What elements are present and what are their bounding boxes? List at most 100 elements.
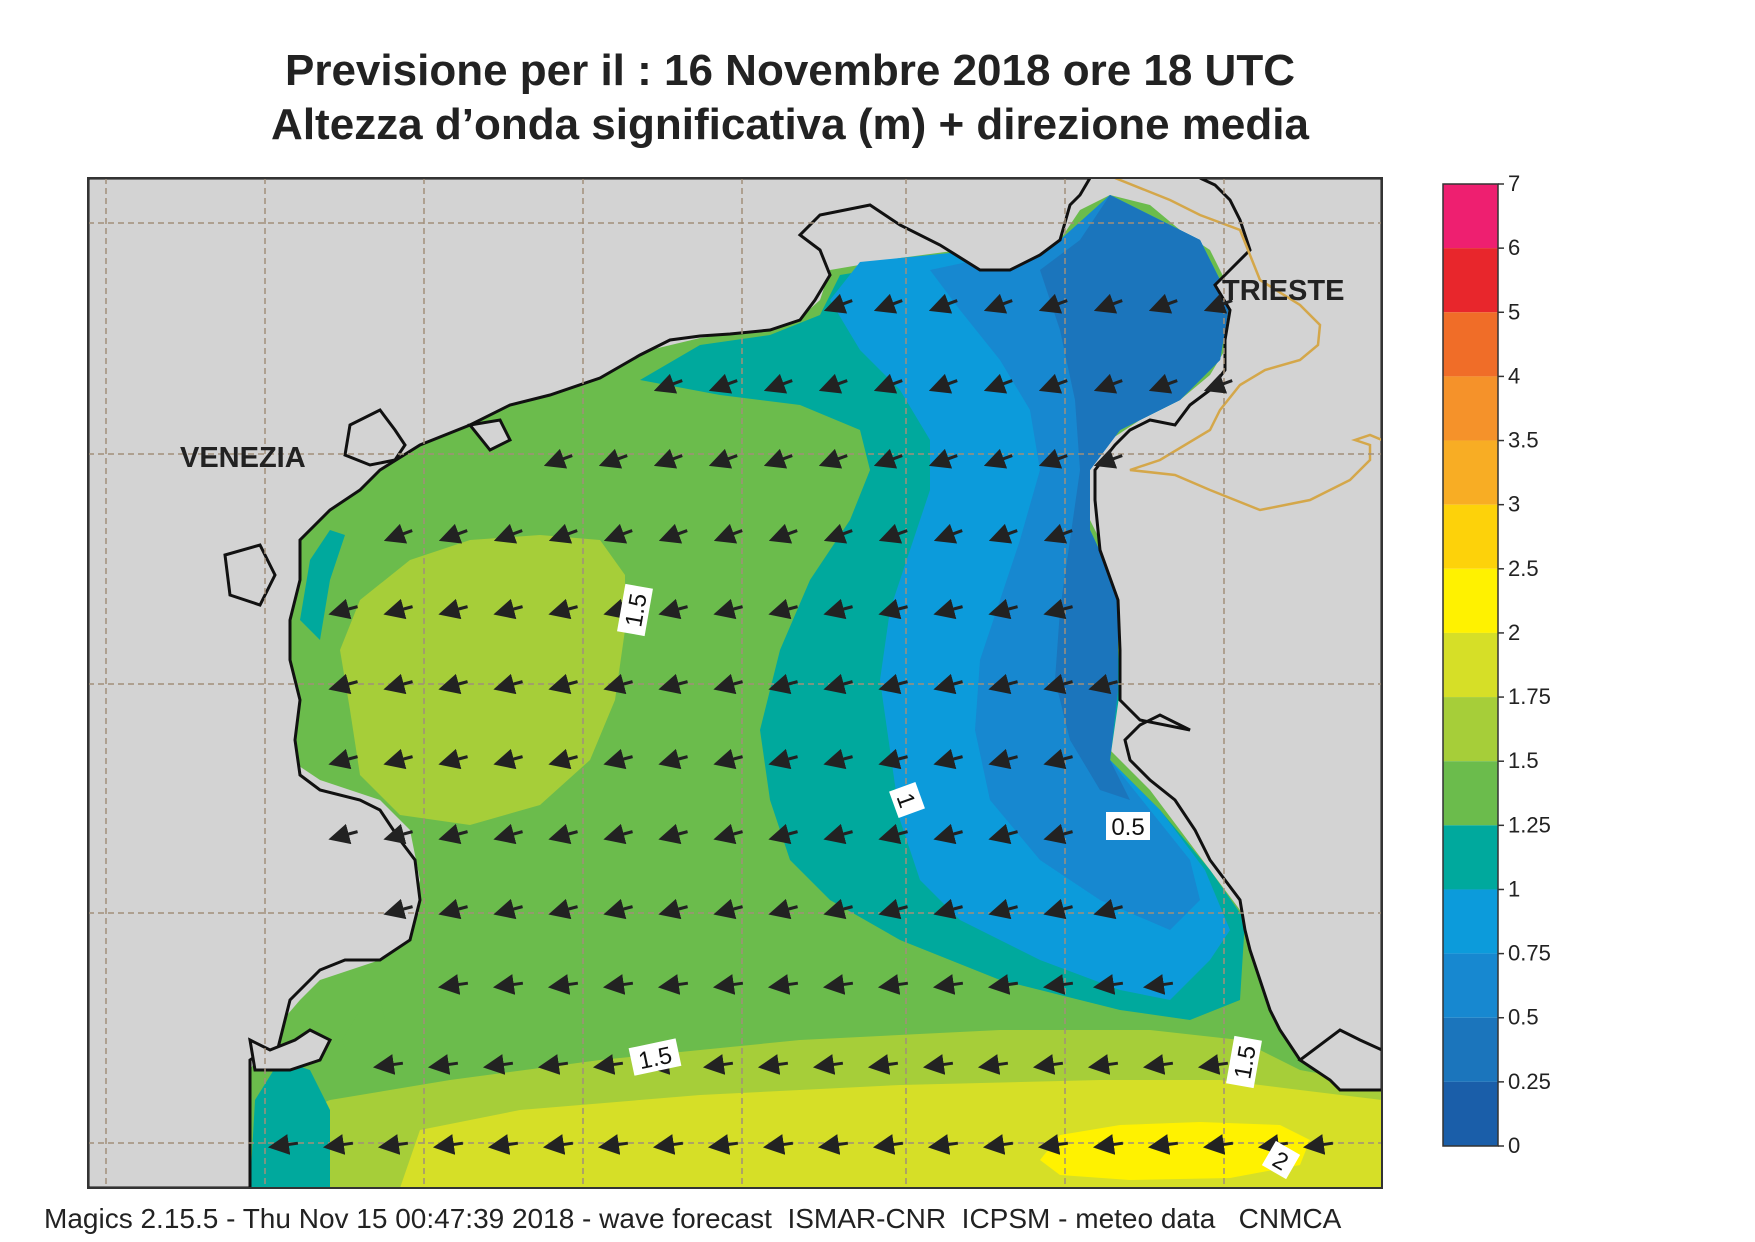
direction-arrow: [823, 823, 853, 845]
direction-arrow: [823, 748, 853, 770]
direction-arrow: [933, 523, 963, 544]
east-coast-land: [1093, 178, 1382, 1087]
direction-arrow: [548, 673, 578, 695]
direction-arrow: [602, 974, 634, 995]
direction-arrow: [438, 748, 468, 770]
direction-arrow: [493, 673, 523, 695]
direction-arrow: [823, 598, 853, 620]
direction-arrow: [757, 1054, 789, 1075]
colorbar-tick-label: 6: [1508, 235, 1520, 260]
direction-arrow: [548, 823, 578, 845]
direction-arrow: [1038, 448, 1068, 469]
direction-arrow: [597, 1134, 629, 1155]
direction-arrow: [1043, 673, 1073, 695]
direction-arrow: [328, 748, 358, 770]
direction-arrow: [653, 373, 683, 394]
direction-arrow: [928, 448, 958, 469]
direction-arrow: [493, 898, 523, 920]
colorbar-band: [1443, 761, 1498, 826]
direction-arrow: [1093, 293, 1123, 314]
direction-arrow: [988, 673, 1018, 695]
direction-arrow: [823, 293, 853, 314]
colorbar-legend: 7 6 5 4 3.5 3 2.5 2 1.75 1.5 1.25 1 0.75 0.5 0.25 0: [1442, 171, 1551, 1158]
colorbar-tick-label: 0.5: [1508, 1005, 1539, 1030]
direction-arrow: [322, 1134, 354, 1155]
contour-label: 0.5: [1106, 812, 1150, 841]
direction-arrow: [438, 523, 468, 544]
direction-arrow: [438, 598, 468, 620]
direction-arrow: [762, 1134, 794, 1155]
direction-arrow: [267, 1134, 299, 1155]
direction-arrow: [383, 598, 413, 620]
direction-arrow: [933, 598, 963, 620]
direction-arrow: [768, 673, 798, 695]
po-delta-island: [248, 1028, 333, 1072]
direction-arrow: [377, 1134, 409, 1155]
direction-arrow: [817, 1134, 849, 1155]
colorbar-band: [1443, 568, 1498, 633]
band-0-25: [1040, 195, 1230, 800]
direction-arrow: [763, 448, 793, 469]
direction-arrow: [548, 598, 578, 620]
direction-arrow: [988, 898, 1018, 920]
direction-arrow: [603, 523, 633, 544]
direction-arrow: [768, 823, 798, 845]
direction-arrow: [493, 748, 523, 770]
forecast-date-title: Previsione per il : 16 Novembre 2018 ore…: [284, 46, 1295, 95]
direction-arrow: [928, 373, 958, 394]
direction-arrow: [818, 373, 848, 394]
direction-arrow: [878, 523, 908, 544]
colorbar-tick-label: 1: [1508, 876, 1520, 901]
direction-arrow: [603, 898, 633, 920]
direction-arrow: [708, 448, 738, 469]
direction-arrow: [1197, 1054, 1229, 1075]
direction-arrow: [438, 898, 468, 920]
direction-arrow: [383, 748, 413, 770]
colorbar-tick-label: 1.25: [1508, 812, 1551, 837]
direction-arrow: [437, 974, 469, 995]
direction-arrow: [983, 448, 1013, 469]
direction-arrow: [933, 898, 963, 920]
direction-arrow: [493, 823, 523, 845]
direction-arrow: [713, 598, 743, 620]
direction-arrow: [1092, 1134, 1124, 1155]
direction-arrow: [328, 598, 358, 620]
direction-arrow: [1032, 1054, 1064, 1075]
svg-text:1.5: 1.5: [620, 591, 652, 629]
direction-arrow: [927, 1134, 959, 1155]
wave-direction-arrows: [267, 293, 1334, 1155]
parameter-title: Altezza d’onda significativa (m) + direz…: [271, 100, 1309, 149]
coastal-fringe: [342, 1000, 385, 1060]
direction-arrow: [928, 293, 958, 314]
direction-arrow: [493, 598, 523, 620]
colorbar-tick-label: 5: [1508, 299, 1520, 324]
direction-arrow: [713, 673, 743, 695]
direction-arrow: [812, 1054, 844, 1075]
direction-arrow: [658, 523, 688, 544]
colorbar-frame: [1442, 183, 1499, 1147]
band-1-venice: [300, 530, 345, 640]
direction-arrow: [383, 523, 413, 544]
direction-arrow: [547, 974, 579, 995]
direction-arrow: [932, 974, 964, 995]
direction-arrow: [427, 1054, 459, 1075]
contour-label: 1: [889, 782, 925, 818]
direction-arrow: [603, 673, 633, 695]
direction-arrow: [822, 974, 854, 995]
colorbar-tick-label: 3: [1508, 492, 1520, 517]
direction-arrow: [712, 974, 744, 995]
direction-arrow: [763, 373, 793, 394]
direction-arrow: [1092, 974, 1124, 995]
direction-arrow: [768, 898, 798, 920]
direction-arrow: [1203, 373, 1233, 394]
direction-arrow: [658, 598, 688, 620]
direction-arrow: [818, 448, 848, 469]
direction-arrow: [1043, 598, 1073, 620]
colorbar-band: [1443, 504, 1498, 569]
direction-arrow: [713, 748, 743, 770]
lagoon-island: [223, 543, 277, 607]
direction-arrow: [1202, 1134, 1234, 1155]
direction-arrow: [487, 1134, 519, 1155]
direction-arrow: [438, 673, 468, 695]
direction-arrow: [658, 673, 688, 695]
